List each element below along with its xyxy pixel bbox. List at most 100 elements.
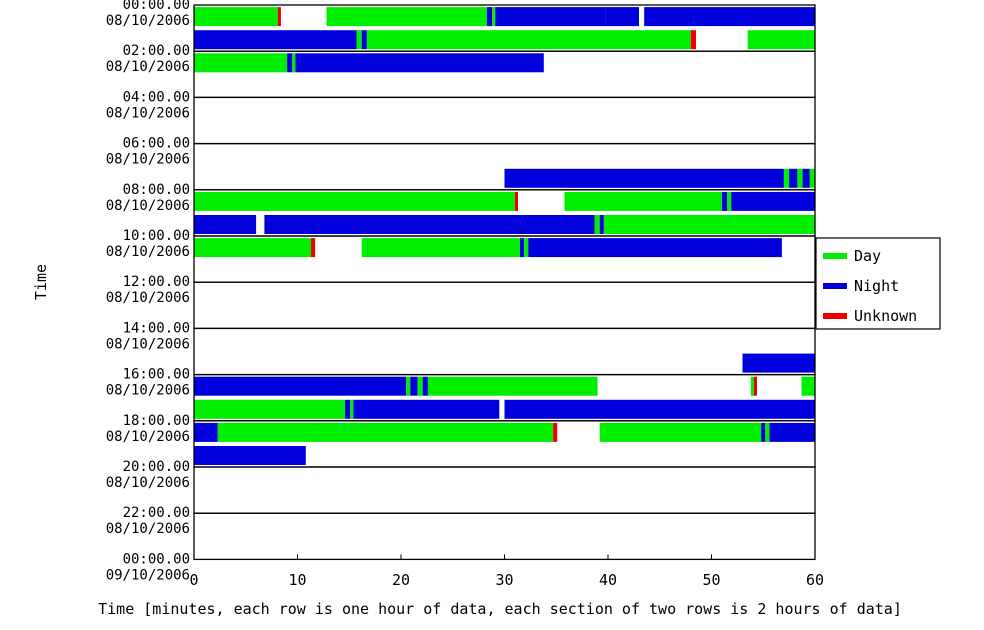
bar-segment-day (599, 422, 762, 442)
bar-segment-day (417, 376, 423, 396)
y-tick-date: 08/10/2006 (106, 244, 190, 260)
y-tick-date: 08/10/2006 (106, 383, 190, 399)
bar-segment-unknown (753, 376, 757, 396)
bar-segment-day (406, 376, 411, 396)
bar-segment-night (194, 422, 218, 442)
bar-segment-night (287, 53, 293, 73)
y-tick-time: 02:00.00 (123, 43, 190, 59)
bar-segment-day (797, 168, 803, 188)
bar-segment-night (194, 376, 407, 396)
bar-segment-night (802, 168, 810, 188)
bar-segment-day (326, 7, 487, 27)
y-tick-time: 10:00.00 (123, 228, 190, 244)
bar-segment-unknown (311, 238, 316, 258)
section-frame (193, 96, 816, 145)
y-tick-date: 08/10/2006 (106, 105, 190, 121)
section-frame (193, 327, 816, 376)
x-tick-label: 0 (189, 571, 198, 589)
x-axis-label: Time [minutes, each row is one hour of d… (98, 600, 902, 618)
y-tick-date: 08/10/2006 (106, 152, 190, 168)
bar-segment-night (504, 168, 784, 188)
x-tick-label: 20 (392, 571, 410, 589)
bar-segment-night (194, 30, 357, 50)
x-tick-label: 10 (288, 571, 306, 589)
y-tick-date: 08/10/2006 (106, 336, 190, 352)
bar-segment-night (605, 7, 639, 27)
bar-segment-unknown (514, 191, 518, 211)
y-tick-date: 08/10/2006 (106, 13, 190, 29)
y-tick-labels: 00:00.0008/10/200602:00.0008/10/200604:0… (106, 0, 190, 583)
bar-segment-day (809, 168, 815, 188)
bar-segment-day (727, 191, 732, 211)
y-tick-time: 14:00.00 (123, 320, 190, 336)
bar-segment-day (524, 238, 529, 258)
y-tick-time: 18:00.00 (123, 413, 190, 429)
bar-segment-unknown (690, 30, 696, 50)
bar-segment-night (528, 238, 782, 258)
bar-segment-day (194, 53, 288, 73)
y-tick-time: 22:00.00 (123, 505, 190, 521)
bar-segment-night (194, 446, 306, 465)
legend: Day Night Unknown (815, 237, 941, 330)
bar-segment-day (292, 53, 296, 73)
bar-segment-night (789, 168, 798, 188)
bar-segment-unknown (553, 422, 558, 442)
bar-segment-day (747, 30, 815, 50)
y-tick-time: 00:00.00 (123, 0, 190, 13)
bar-segment-night (194, 215, 257, 234)
bar-segment-night (520, 238, 525, 258)
bar-segment-night (295, 53, 544, 73)
legend-label-unknown: Unknown (854, 307, 917, 325)
y-tick-time: 06:00.00 (123, 136, 190, 152)
bar-segment-day (427, 376, 598, 396)
y-tick-date: 08/10/2006 (106, 475, 190, 491)
bar-segment-day (217, 422, 554, 442)
y-tick-time: 12:00.00 (123, 274, 190, 290)
bar-segment-night (742, 353, 815, 373)
bar-segment-day (350, 399, 354, 419)
bar-segment-night (721, 191, 728, 211)
x-tick-label: 50 (702, 571, 720, 589)
y-tick-date: 09/10/2006 (106, 567, 190, 583)
bar-segment-night (769, 422, 815, 442)
section-frame (193, 466, 816, 514)
bar-segment-night (599, 215, 604, 234)
y-tick-time: 16:00.00 (123, 367, 190, 383)
legend-label-night: Night (854, 277, 899, 295)
bar-segment-day (564, 191, 722, 211)
bar-segment-day (194, 238, 311, 258)
bar-segment-day (194, 191, 515, 211)
y-tick-date: 08/10/2006 (106, 198, 190, 214)
y-tick-date: 08/10/2006 (106, 521, 190, 537)
bar-segment-day (765, 422, 770, 442)
bar-segment-day (361, 238, 521, 258)
bar-segment-night (410, 376, 418, 396)
plot-frame (193, 4, 816, 561)
bar-segment-day (366, 30, 691, 50)
bar-segment-night (495, 7, 606, 27)
bar-segment-night (345, 399, 351, 419)
x-tick-labels: 0 10 20 30 40 50 60 (189, 554, 824, 589)
bar-segment-night (761, 422, 766, 442)
bar-segment-day (194, 399, 346, 419)
x-tick-label: 60 (806, 571, 824, 589)
bar-segment-day (783, 168, 790, 188)
y-tick-time: 20:00.00 (123, 459, 190, 475)
bar-segment-unknown (277, 7, 281, 27)
bar-segment-night (644, 7, 815, 27)
y-tick-time: 04:00.00 (123, 89, 190, 105)
y-tick-date: 08/10/2006 (106, 429, 190, 445)
bar-segment-day (194, 7, 278, 27)
y-axis-label: Time (32, 264, 50, 300)
legend-label-day: Day (854, 247, 881, 265)
section-frame (193, 512, 816, 561)
legend-swatch-unknown (823, 313, 847, 319)
bar-segment-night (731, 191, 815, 211)
y-tick-date: 08/10/2006 (106, 59, 190, 75)
y-tick-time: 00:00.00 (123, 551, 190, 567)
bar-segment-day (750, 376, 754, 396)
x-tick-label: 40 (599, 571, 617, 589)
bar-segment-day (603, 215, 815, 234)
bar-segment-night (264, 215, 595, 234)
